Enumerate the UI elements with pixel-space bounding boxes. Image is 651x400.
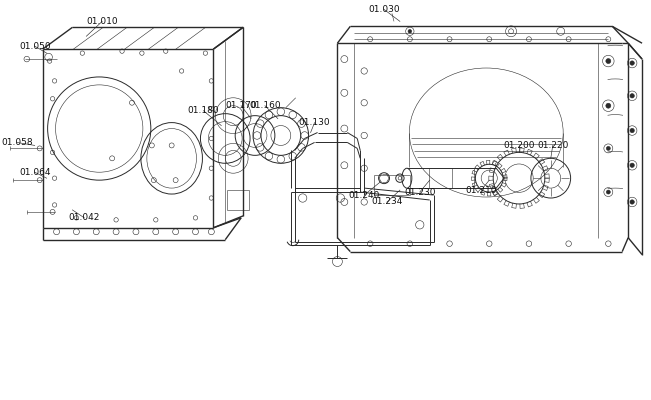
Text: 01.010: 01.010 <box>87 17 118 26</box>
Text: 01.180: 01.180 <box>187 106 219 115</box>
Text: 01.130: 01.130 <box>299 118 331 127</box>
Circle shape <box>606 103 611 108</box>
Circle shape <box>630 61 634 65</box>
Text: 01.042: 01.042 <box>68 213 100 222</box>
Text: 01.030: 01.030 <box>368 5 400 14</box>
Circle shape <box>606 190 610 194</box>
Text: 01.170: 01.170 <box>225 101 257 110</box>
Text: 01.230: 01.230 <box>404 188 436 196</box>
Circle shape <box>630 94 634 98</box>
Text: 01.064: 01.064 <box>19 168 51 177</box>
Circle shape <box>630 163 634 168</box>
Text: 01.160: 01.160 <box>249 101 281 110</box>
Circle shape <box>606 146 610 150</box>
Text: 01.058: 01.058 <box>1 138 33 147</box>
Text: 01.240: 01.240 <box>348 190 380 200</box>
Text: 01.220: 01.220 <box>537 141 568 150</box>
Circle shape <box>606 58 611 64</box>
Circle shape <box>630 200 634 204</box>
Text: 01.200: 01.200 <box>503 141 534 150</box>
Text: 01.210: 01.210 <box>465 186 497 194</box>
Circle shape <box>408 30 411 33</box>
Text: 01.234: 01.234 <box>371 198 403 206</box>
Text: 01.050: 01.050 <box>19 42 51 51</box>
Circle shape <box>630 128 634 133</box>
